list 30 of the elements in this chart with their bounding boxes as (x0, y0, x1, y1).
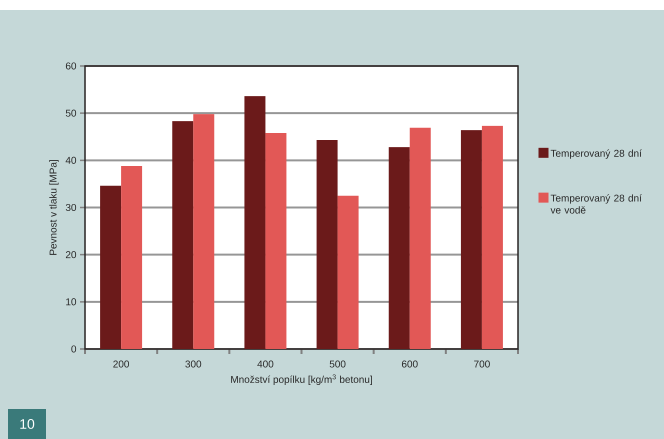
x-tick-label: 700 (474, 360, 490, 368)
bar (193, 114, 214, 349)
x-tick-label: 300 (185, 360, 202, 368)
bar (265, 132, 286, 349)
y-tick-label: 10 (66, 298, 76, 306)
bar (410, 128, 431, 349)
x-tick-label: 400 (257, 360, 274, 368)
x-tick-label: 500 (330, 360, 346, 368)
y-tick-label: 60 (66, 62, 76, 70)
bar (338, 196, 359, 349)
bar (100, 186, 122, 349)
bar (460, 130, 482, 349)
y-tick-label: 40 (66, 156, 76, 164)
y-tick-label: 0 (71, 345, 76, 353)
bar (244, 96, 266, 349)
y-tick-label: 50 (66, 110, 76, 117)
legend-label: Temperovaný 28 dní (550, 149, 642, 159)
bar (316, 140, 338, 349)
text: 10 (20, 419, 34, 429)
bar (482, 126, 503, 349)
y-tick-label: 30 (66, 204, 76, 212)
y-tick-label: 20 (66, 251, 76, 258)
bar (121, 166, 142, 349)
bar (172, 121, 194, 349)
x-axis-title: Množství popílku [kg/m$^{3}$ betonu] (231, 374, 372, 385)
bar (388, 147, 410, 349)
x-tick-label: 600 (402, 360, 418, 368)
x-tick-label: 200 (113, 360, 130, 368)
y-axis-title: Pevnost v tlaku [MPa] (49, 160, 59, 255)
legend-label: Temperovaný 28 dní ve vodě (550, 194, 642, 214)
